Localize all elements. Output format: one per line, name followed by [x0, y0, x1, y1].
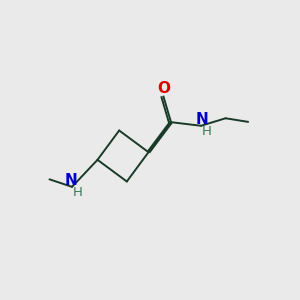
Text: H: H: [73, 186, 82, 199]
Text: O: O: [157, 81, 170, 96]
Text: H: H: [202, 125, 211, 138]
Text: N: N: [65, 173, 77, 188]
Text: N: N: [196, 112, 208, 127]
